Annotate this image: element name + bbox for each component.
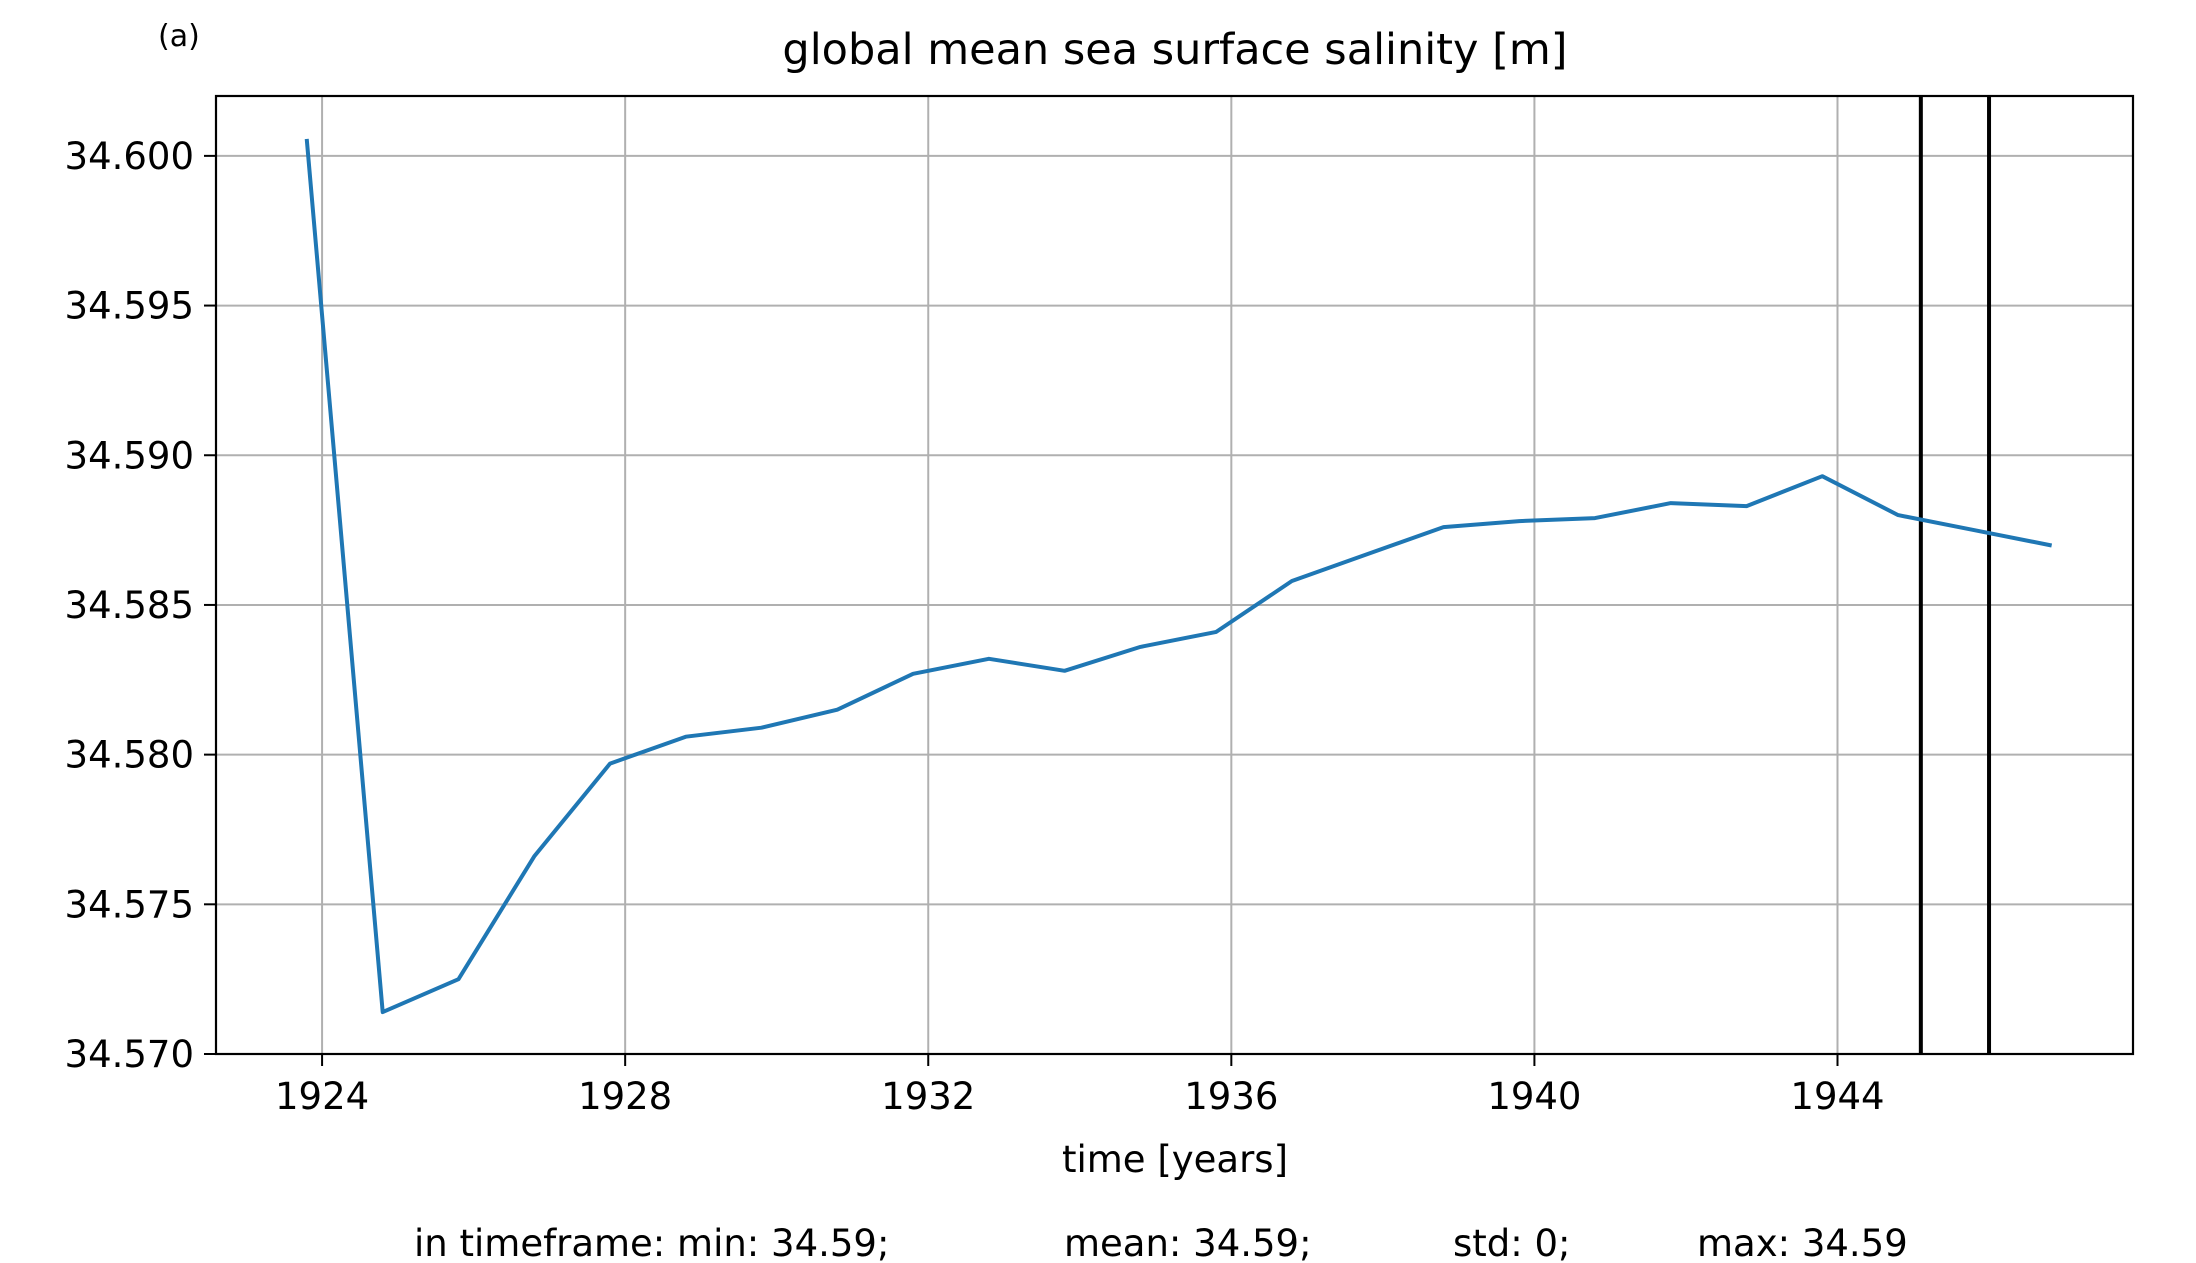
x-tick-label: 1940 [1487,1075,1581,1118]
stat-mean: mean: 34.59; [1064,1222,1312,1263]
y-tick-label: 34.590 [65,434,194,477]
vertical-markers [1918,96,1992,1054]
y-tick-label: 34.595 [65,285,194,328]
grid-lines [216,96,2133,1055]
y-tick-label: 34.600 [65,135,194,178]
series-lines [304,138,2053,1015]
y-tick-label: 34.575 [65,883,194,926]
x-tick-label: 1924 [275,1075,369,1118]
stat-min: in timeframe: min: 34.59; [414,1222,889,1263]
x-tick-label: 1932 [881,1075,975,1118]
x-tick-label: 1936 [1184,1075,1278,1118]
stats-line: in timeframe: min: 34.59; mean: 34.59; s… [414,1222,1908,1263]
x-tick-label: 1944 [1790,1075,1884,1118]
y-tick-label: 34.585 [65,584,194,627]
salinity-line [304,138,2053,1015]
x-tick-label: 1928 [578,1075,672,1118]
y-tick-label: 34.580 [65,734,194,777]
panel-label: (a) [158,19,200,54]
stat-max: max: 34.59 [1697,1222,1908,1263]
plot-frame [214,94,2135,1056]
y-tick-label: 34.570 [65,1033,194,1076]
axis-ticks: 1924 1928 1932 1936 1940 1944 34.570 34.575 34.5… [65,135,1885,1118]
chart-title: global mean sea surface salinity [m] [782,25,1567,75]
stat-std: std: 0; [1453,1222,1571,1263]
x-axis-label: time [years] [1062,1138,1288,1181]
